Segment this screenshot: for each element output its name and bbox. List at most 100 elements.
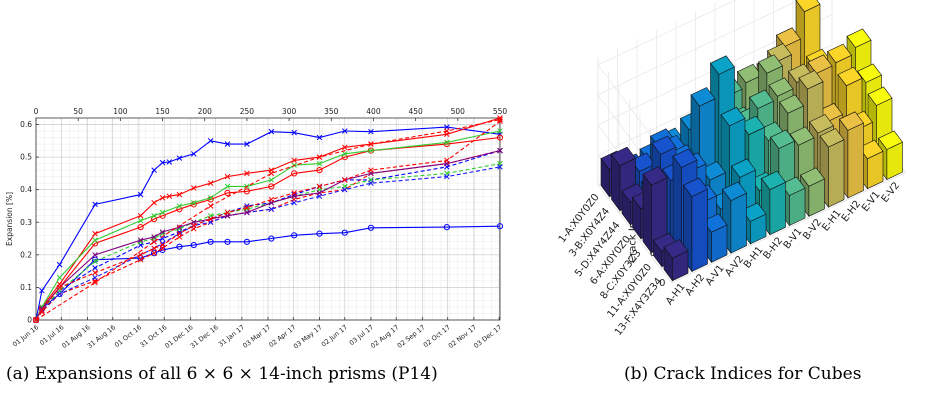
data-point-x xyxy=(291,199,297,206)
series-line xyxy=(35,119,501,321)
x-axis-date-label: 01 Oct 16 xyxy=(113,323,143,349)
bar-8-C:X0Y3Z3-A-H1 xyxy=(642,166,668,254)
column-tick-label: E-H2 xyxy=(840,199,863,225)
data-point-x xyxy=(316,160,323,167)
data-point-x xyxy=(159,242,166,248)
bar-top-face xyxy=(798,70,824,90)
data-point-x xyxy=(176,191,183,198)
data-point-x xyxy=(342,151,348,157)
data-point-circle xyxy=(316,167,323,174)
bar-top-face xyxy=(867,86,893,106)
data-point-x xyxy=(137,191,144,198)
caption-b: (b) Crack Indices for Cubes xyxy=(624,364,862,384)
data-point-circle xyxy=(137,224,144,231)
data-point-x xyxy=(56,284,63,291)
column-tick-label: B-H2 xyxy=(761,235,785,261)
bar3d-plot: 00.20.40.60.8Crack Index [%]1-A:X0Y0Z03-… xyxy=(557,0,906,338)
bar-top-face xyxy=(741,202,767,222)
data-point-x xyxy=(151,212,157,219)
data-point-x xyxy=(444,173,450,180)
bar-top-face xyxy=(776,27,801,47)
bar-top-face xyxy=(809,114,834,134)
data-point-x xyxy=(224,141,231,147)
data-point-circle xyxy=(190,201,197,208)
data-point-x xyxy=(224,173,231,180)
data-point-x xyxy=(191,222,197,229)
expansion-line-chart: 0 50 100 150 200 250 300 350 400 450 500 550 0 0.1 0.2… xyxy=(5,107,507,351)
data-point-circle xyxy=(316,230,323,237)
data-point-x xyxy=(176,230,183,237)
top-axis-tick-label: 250 xyxy=(240,107,255,116)
data-point-x xyxy=(151,234,157,240)
z-axis-tick-label: 0 xyxy=(659,278,665,289)
bar-side-face xyxy=(642,173,652,254)
data-point-x xyxy=(92,265,98,271)
data-point-x xyxy=(159,240,166,247)
floor-grid-line xyxy=(671,172,906,284)
column-tick-label: B-V2 xyxy=(801,217,824,242)
data-point-x xyxy=(444,128,450,134)
data-point-x xyxy=(316,183,323,190)
data-point-circle xyxy=(291,170,298,177)
bar-top-face xyxy=(690,87,716,107)
data-point-x xyxy=(244,209,250,216)
x-axis-date-label: 03 May 17 xyxy=(292,323,324,350)
data-point-x xyxy=(151,167,157,173)
bar-top-face xyxy=(642,166,668,186)
bar-13-F:X4Y3Z34-E-H1 xyxy=(819,128,845,209)
x-axis-date-label: 31 Aug 16 xyxy=(86,323,117,350)
data-point-x xyxy=(291,157,297,164)
bar-top-face xyxy=(672,148,698,168)
data-point-circle xyxy=(291,232,298,239)
x-axis-date-label: 01 Jun 16 xyxy=(11,323,40,348)
bar-top-face xyxy=(710,55,735,75)
column-tick-label: E-V1 xyxy=(860,189,883,214)
data-point-x xyxy=(39,305,45,312)
data-point-x xyxy=(159,195,166,201)
bar-top-face xyxy=(702,213,728,233)
data-point-x xyxy=(39,307,45,313)
data-point-x xyxy=(244,141,250,147)
bar-top-face xyxy=(740,115,765,136)
data-point-x xyxy=(316,154,323,160)
data-point-x xyxy=(56,291,63,297)
series-line xyxy=(35,136,501,321)
bar-top-face xyxy=(839,111,864,131)
data-point-x xyxy=(497,128,503,134)
series-line xyxy=(35,225,501,321)
bar-front-face xyxy=(730,192,747,254)
column-tick-label: A-V2 xyxy=(723,254,746,279)
data-point-x xyxy=(316,134,323,141)
x-axis-date-label: 31 Dec 16 xyxy=(189,323,220,350)
top-axis-tick-label: 500 xyxy=(451,107,466,116)
top-axis-tick-label: 350 xyxy=(324,107,339,116)
data-point-x xyxy=(137,256,144,263)
data-point-x xyxy=(56,274,63,281)
bar-top-face xyxy=(761,170,786,191)
data-point-x xyxy=(33,317,39,323)
data-point-x xyxy=(176,155,183,161)
bar-top-face xyxy=(720,106,746,127)
column-tick-label: E-V2 xyxy=(880,180,903,205)
column-tick-label: A-H1 xyxy=(664,281,688,307)
data-point-circle xyxy=(443,224,450,231)
data-point-x xyxy=(92,279,98,286)
data-point-x xyxy=(444,157,450,164)
column-tick-label: E-H1 xyxy=(820,208,843,234)
data-point-circle xyxy=(341,229,348,236)
y-axis-label: Expansion [%] xyxy=(5,192,14,246)
data-point-circle xyxy=(224,238,231,245)
data-point-x xyxy=(39,287,45,294)
bar-top-face xyxy=(819,128,845,148)
crack-index-bar3d-chart-svg: 00.20.40.60.8Crack Index [%]1-A:X0Y0Z03-… xyxy=(557,0,906,338)
data-point-circle xyxy=(268,235,275,242)
data-point-x xyxy=(342,128,348,134)
bars xyxy=(600,0,903,282)
bar-top-face xyxy=(780,176,806,196)
data-point-x xyxy=(342,144,348,151)
column-tick-label: A-H2 xyxy=(684,272,708,298)
y-axis-tick-label: 0.1 xyxy=(20,283,32,292)
data-point-circle xyxy=(243,188,251,195)
line-chart-plot: 0 50 100 150 200 250 300 350 400 450 500 550 0 0.1 0.2… xyxy=(5,107,507,351)
bar-front-face xyxy=(691,188,708,272)
